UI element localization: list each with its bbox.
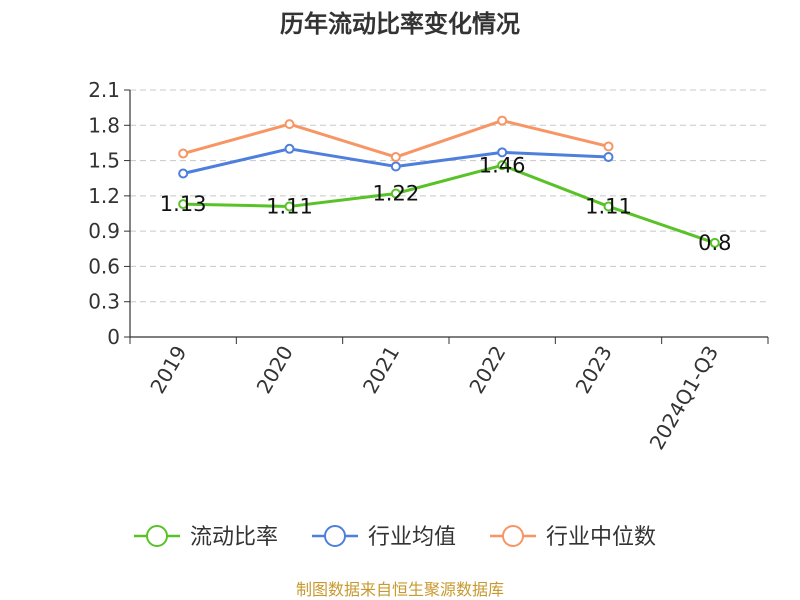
x-tick-label: 2022 xyxy=(464,341,510,397)
y-tick-label: 1.5 xyxy=(88,149,120,173)
x-tick-label: 2023 xyxy=(571,342,617,398)
chart-title: 历年流动比率变化情况 xyxy=(280,10,520,38)
data-point[interactable] xyxy=(497,160,508,171)
y-tick-label: 1.2 xyxy=(88,184,120,208)
legend-item[interactable]: 行业中位数 xyxy=(490,525,656,550)
data-point[interactable] xyxy=(390,161,401,172)
data-point[interactable] xyxy=(497,115,508,126)
legend[interactable]: 流动比率 行业均值 行业中位数 xyxy=(134,525,656,550)
legend-marker xyxy=(324,525,346,547)
x-tick-label: 2020 xyxy=(252,342,298,398)
data-label: 0.8 xyxy=(698,231,731,255)
legend-label: 行业中位数 xyxy=(546,525,656,550)
y-tick-label: 0.3 xyxy=(88,290,120,314)
legend-label: 行业均值 xyxy=(368,525,456,550)
data-label: 1.11 xyxy=(585,194,632,218)
y-tick-label: 1.8 xyxy=(88,113,120,137)
series-line xyxy=(183,163,716,245)
data-label: 1.11 xyxy=(266,194,313,218)
data-point[interactable] xyxy=(497,147,508,158)
data-point[interactable] xyxy=(178,199,189,210)
data-point[interactable] xyxy=(603,141,614,152)
axes: 0 0.3 0.6 0.9 1.2 1.5 1.8 2.1 2019 2020 2021 2022 20… xyxy=(88,78,769,454)
data-point[interactable] xyxy=(178,168,189,179)
data-label: 1.13 xyxy=(160,192,207,216)
data-point[interactable] xyxy=(390,152,401,163)
x-tick-label: 2019 xyxy=(145,342,191,398)
data-point[interactable] xyxy=(603,201,614,212)
data-point[interactable] xyxy=(390,188,401,199)
y-tick-label: 0 xyxy=(107,325,120,349)
x-tick-label: 2021 xyxy=(358,342,404,398)
data-point[interactable] xyxy=(284,119,295,130)
series-line xyxy=(182,119,609,159)
legend-marker xyxy=(502,525,524,547)
y-tick-label: 0.9 xyxy=(88,219,120,243)
series-lines: 1.13 1.11 1.22 1.46 1.11 0.8 xyxy=(160,115,732,255)
y-tick-label: 2.1 xyxy=(88,78,120,102)
data-point[interactable] xyxy=(709,237,720,248)
legend-item[interactable]: 流动比率 xyxy=(134,525,278,550)
y-tick-label: 0.6 xyxy=(88,254,120,278)
data-label: 1.22 xyxy=(372,182,419,206)
data-point[interactable] xyxy=(284,201,295,212)
data-point[interactable] xyxy=(603,152,614,163)
x-tick-label: 2024Q1-Q3 xyxy=(644,342,723,454)
legend-item[interactable]: 行业均值 xyxy=(312,525,456,550)
data-point[interactable] xyxy=(178,148,189,159)
data-point[interactable] xyxy=(284,143,295,154)
data-label: 1.46 xyxy=(479,153,526,177)
grid-lines xyxy=(130,89,768,303)
source-note: 制图数据来自恒生聚源数据库 xyxy=(296,580,504,599)
legend-marker xyxy=(146,525,168,547)
legend-label: 流动比率 xyxy=(190,525,278,550)
